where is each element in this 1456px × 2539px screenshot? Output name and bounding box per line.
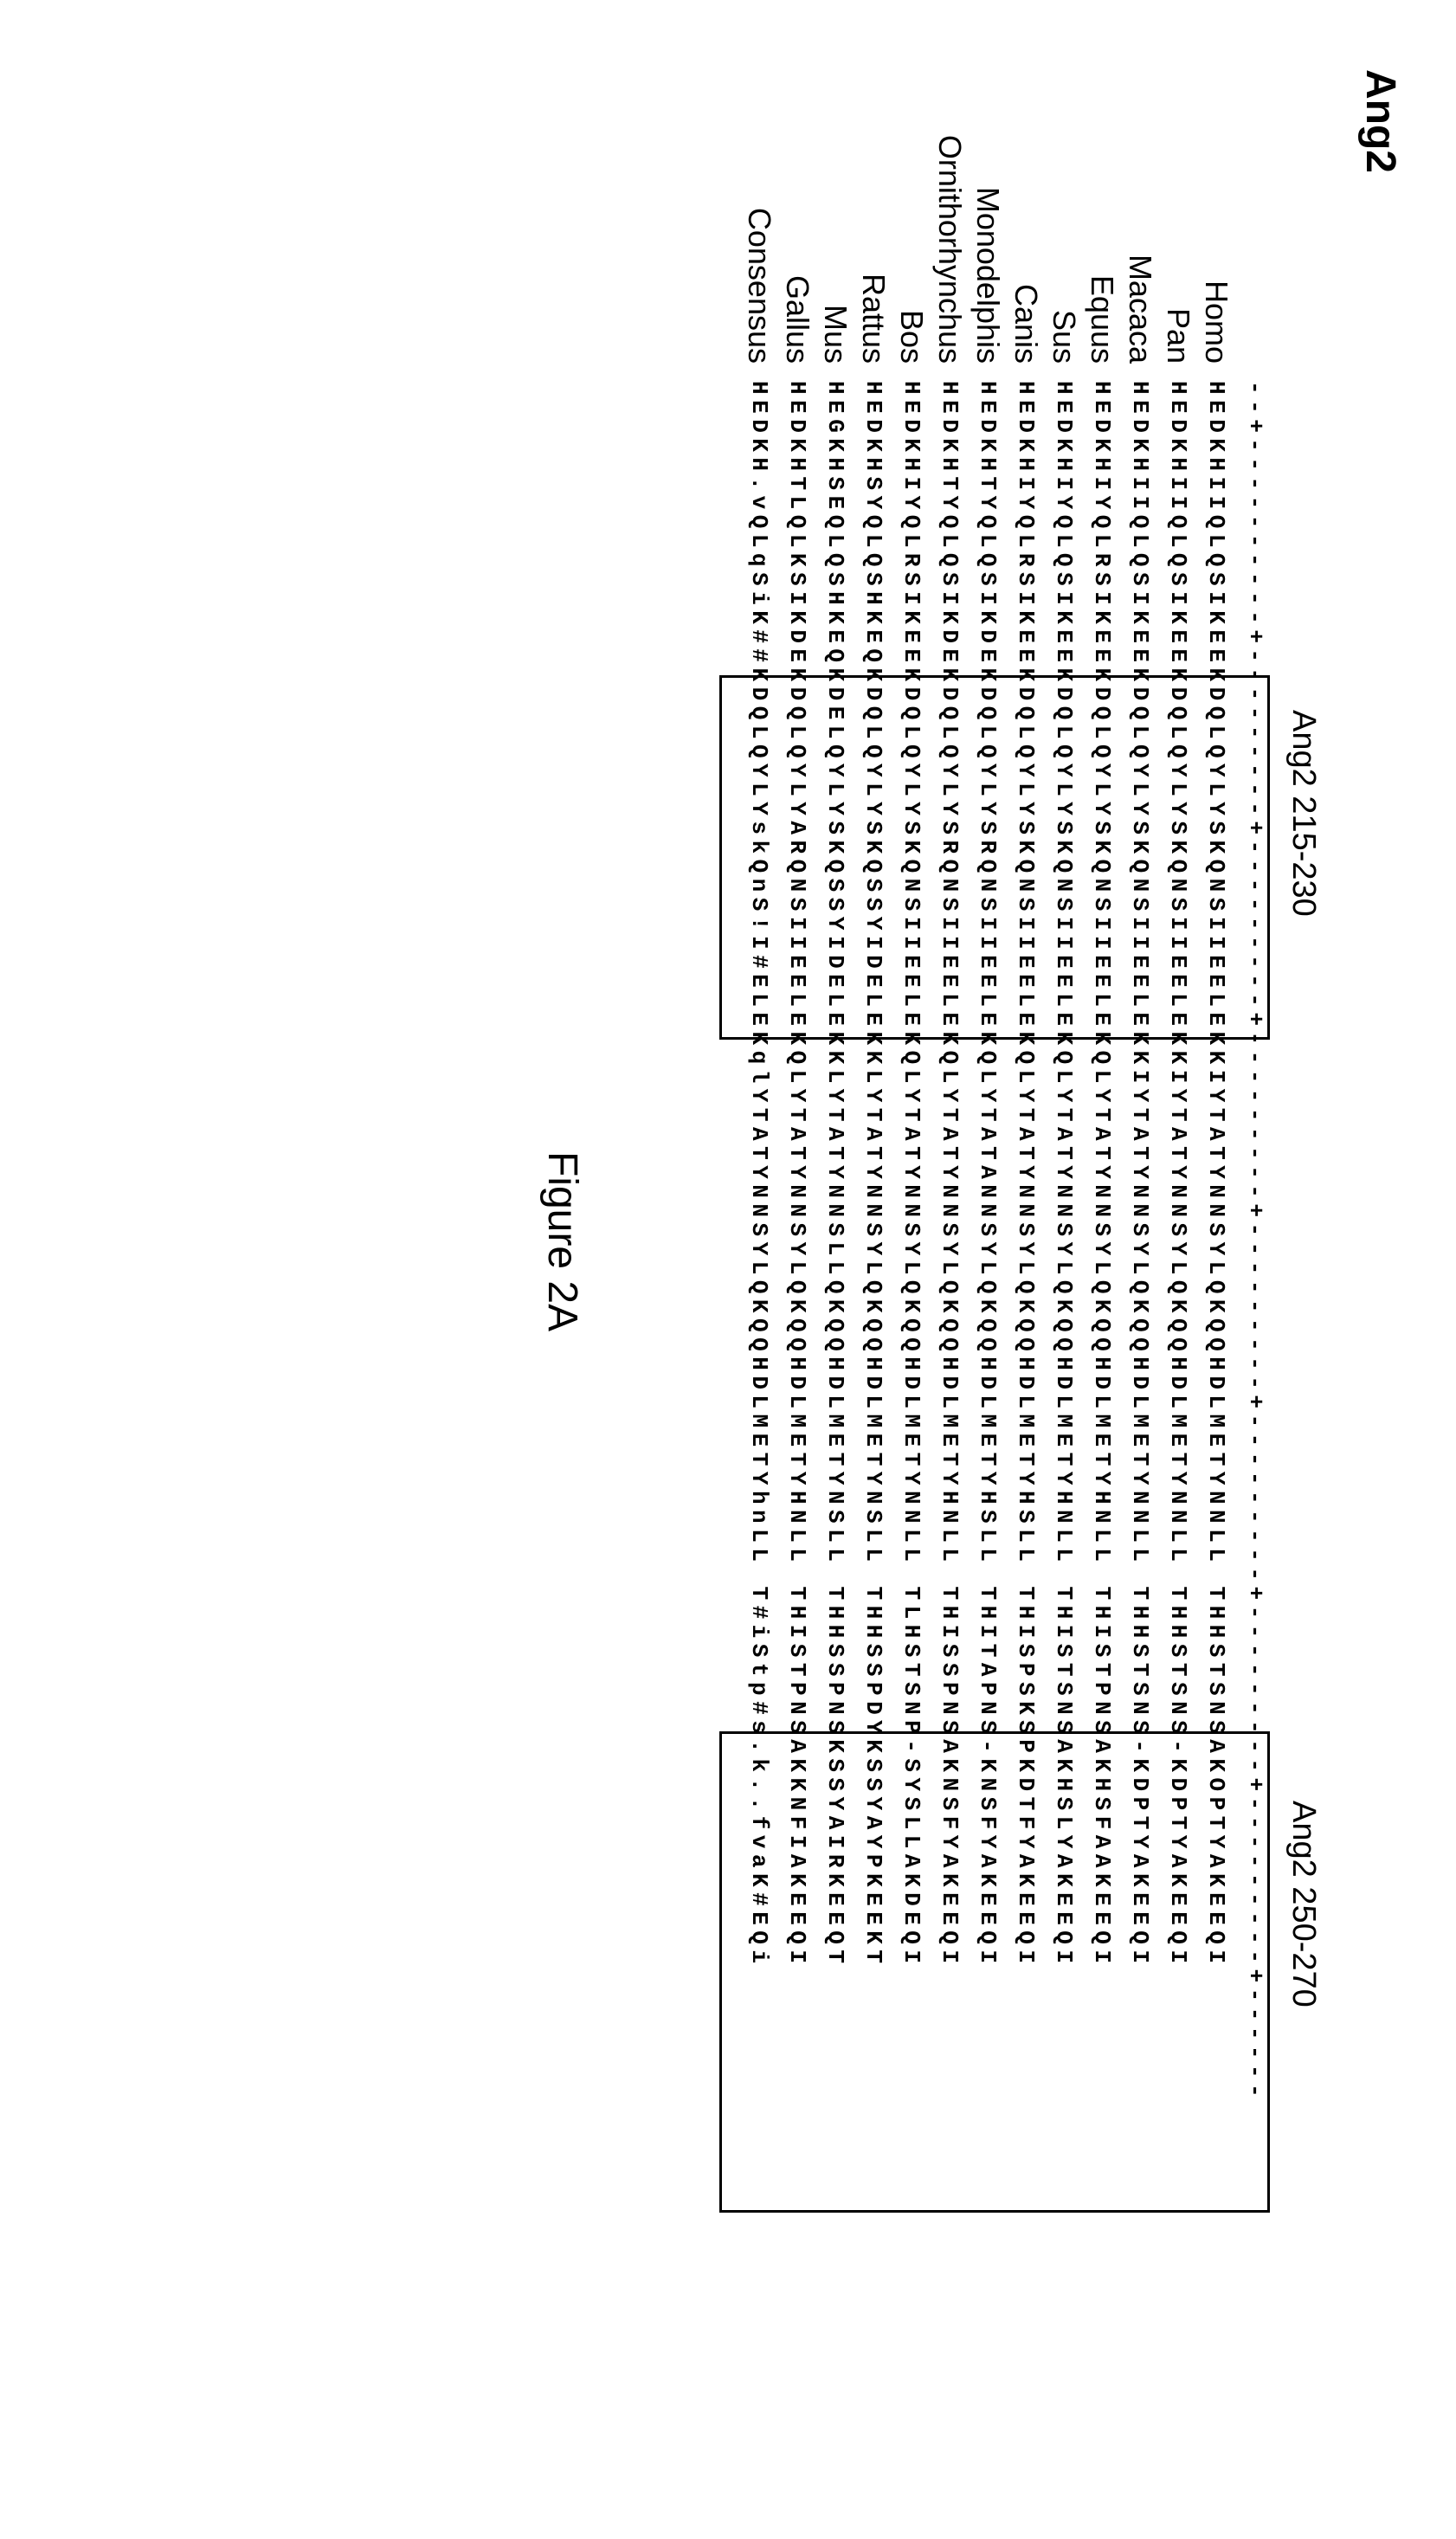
species-label: Ornithorhynchus (931, 69, 968, 381)
species-label: Monodelphis (970, 69, 1006, 381)
species-label: Equus (1084, 69, 1120, 381)
species-label: Macaca (1122, 69, 1158, 381)
species-label: Canis (1008, 69, 1044, 381)
figure-caption: Figure 2A (538, 1151, 586, 1331)
species-label: Bos (893, 69, 930, 381)
species-label: Consensus (741, 69, 777, 381)
region-label-250-270: Ang2 250-270 (1285, 1801, 1322, 2007)
species-label: Sus (1046, 69, 1082, 381)
region-box-250-270 (719, 1731, 1270, 2213)
region-box-215-230 (719, 675, 1270, 1040)
species-label: Pan (1160, 69, 1196, 381)
region-label-215-230: Ang2 215-230 (1285, 710, 1322, 917)
species-label: Rattus (855, 69, 892, 381)
figure-title: Ang2 (1356, 69, 1404, 2470)
species-label: Mus (817, 69, 854, 381)
species-label: Homo (1198, 69, 1234, 381)
species-label: Gallus (779, 69, 815, 381)
